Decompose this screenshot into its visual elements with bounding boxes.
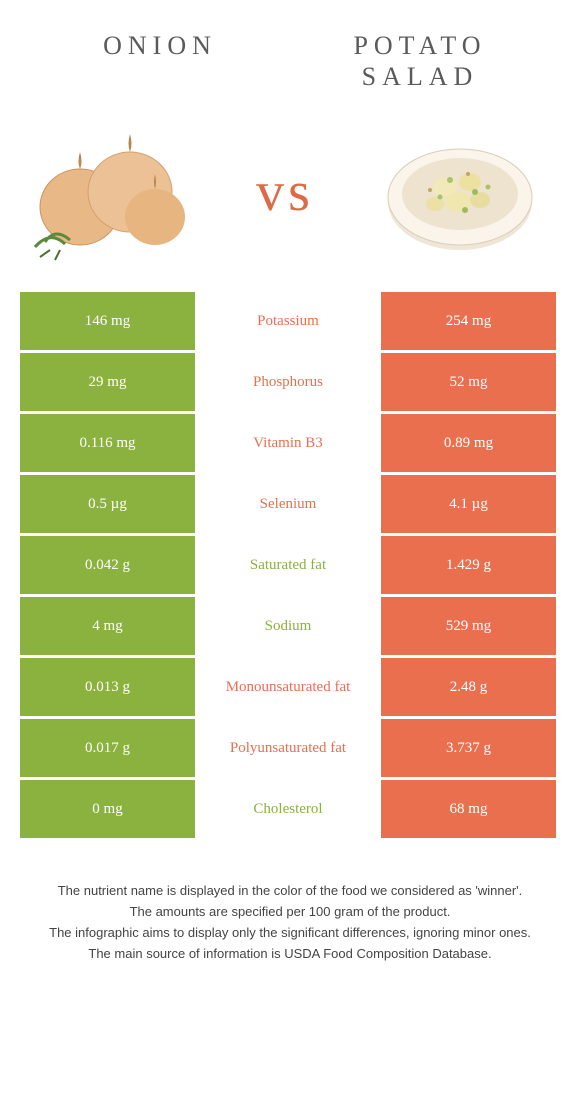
- footer-line-4: The main source of information is USDA F…: [20, 944, 560, 965]
- vs-row: vs: [0, 102, 580, 292]
- left-value: 146 mg: [20, 292, 195, 350]
- right-food-title: POTATO SALAD: [320, 30, 520, 92]
- table-row: 0 mgCholesterol68 mg: [20, 780, 560, 838]
- table-row: 4 mgSodium529 mg: [20, 597, 560, 655]
- right-value: 0.89 mg: [381, 414, 556, 472]
- left-value: 0.5 µg: [20, 475, 195, 533]
- table-row: 0.5 µgSelenium4.1 µg: [20, 475, 560, 533]
- table-row: 29 mgPhosphorus52 mg: [20, 353, 560, 411]
- table-row: 0.042 gSaturated fat1.429 g: [20, 536, 560, 594]
- left-value: 0.042 g: [20, 536, 195, 594]
- nutrient-label: Sodium: [198, 597, 378, 655]
- nutrient-label: Selenium: [198, 475, 378, 533]
- nutrient-label: Phosphorus: [198, 353, 378, 411]
- left-value: 0.017 g: [20, 719, 195, 777]
- left-value: 0.013 g: [20, 658, 195, 716]
- footer-line-2: The amounts are specified per 100 gram o…: [20, 902, 560, 923]
- table-row: 0.017 gPolyunsaturated fat3.737 g: [20, 719, 560, 777]
- right-value: 1.429 g: [381, 536, 556, 594]
- potato-salad-image: [370, 122, 550, 262]
- footer-notes: The nutrient name is displayed in the co…: [0, 841, 580, 964]
- table-row: 0.116 mgVitamin B30.89 mg: [20, 414, 560, 472]
- table-row: 0.013 gMonounsaturated fat2.48 g: [20, 658, 560, 716]
- left-food-title: ONION: [60, 30, 260, 92]
- right-value: 52 mg: [381, 353, 556, 411]
- right-value: 529 mg: [381, 597, 556, 655]
- left-value: 4 mg: [20, 597, 195, 655]
- nutrient-label: Potassium: [198, 292, 378, 350]
- footer-line-1: The nutrient name is displayed in the co…: [20, 881, 560, 902]
- nutrient-label: Polyunsaturated fat: [198, 719, 378, 777]
- nutrient-table: 146 mgPotassium254 mg29 mgPhosphorus52 m…: [20, 292, 560, 838]
- header: ONION POTATO SALAD: [0, 0, 580, 102]
- right-value: 254 mg: [381, 292, 556, 350]
- right-value: 3.737 g: [381, 719, 556, 777]
- table-row: 146 mgPotassium254 mg: [20, 292, 560, 350]
- left-value: 29 mg: [20, 353, 195, 411]
- right-value: 2.48 g: [381, 658, 556, 716]
- onion-image: [20, 122, 200, 262]
- left-value: 0 mg: [20, 780, 195, 838]
- vs-label: vs: [256, 160, 314, 224]
- nutrient-label: Saturated fat: [198, 536, 378, 594]
- nutrient-label: Vitamin B3: [198, 414, 378, 472]
- nutrient-label: Monounsaturated fat: [198, 658, 378, 716]
- left-value: 0.116 mg: [20, 414, 195, 472]
- nutrient-label: Cholesterol: [198, 780, 378, 838]
- right-value: 68 mg: [381, 780, 556, 838]
- footer-line-3: The infographic aims to display only the…: [20, 923, 560, 944]
- right-value: 4.1 µg: [381, 475, 556, 533]
